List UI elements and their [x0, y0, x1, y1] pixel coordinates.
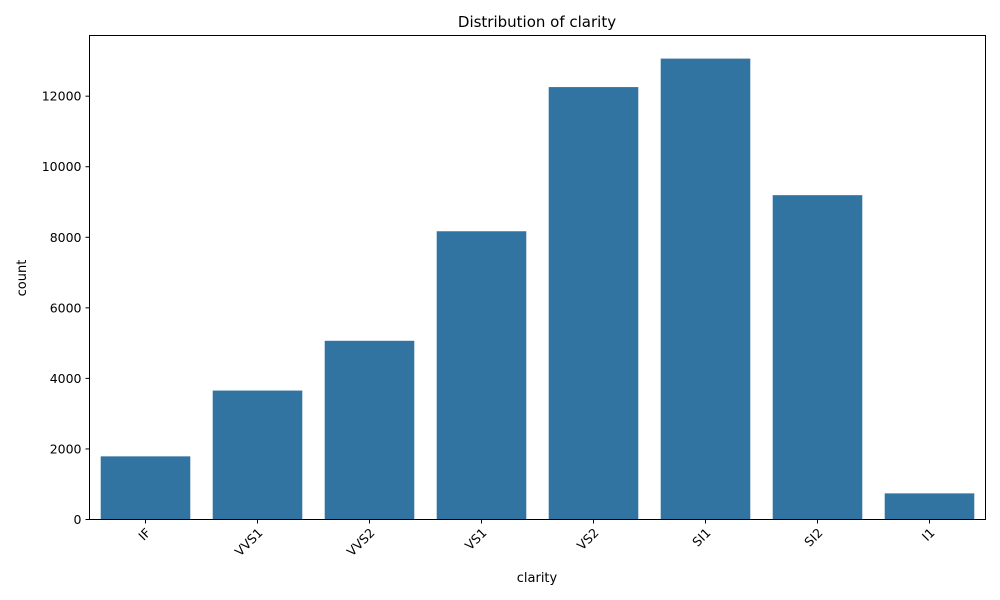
x-tick-label: VVS1 [232, 525, 266, 559]
plot-frame [89, 35, 986, 520]
y-tick-label: 0 [74, 512, 82, 527]
y-tick-label: 12000 [42, 89, 82, 104]
bar-si1 [660, 58, 751, 520]
y-tick-label: 6000 [50, 300, 82, 315]
y-tick-label: 10000 [42, 159, 82, 174]
bar-vvs2 [324, 340, 415, 520]
bar-vs1 [436, 231, 527, 520]
bar-si2 [772, 195, 863, 520]
x-tick-label: I1 [919, 525, 938, 544]
y-tick-label: 8000 [50, 230, 82, 245]
y-axis-ticks: 0 2000 4000 6000 8000 10000 12000 [42, 89, 90, 527]
x-axis-label: clarity [517, 571, 558, 586]
bar-if [100, 456, 191, 520]
x-tick-label: IF [135, 525, 153, 543]
x-tick-label: VS1 [462, 525, 490, 553]
x-tick-label: VS2 [574, 525, 602, 553]
x-tick-label: VVS2 [344, 525, 378, 559]
bars-group [100, 58, 975, 520]
bar-vs2 [548, 87, 639, 520]
y-axis-label: count [15, 260, 30, 297]
y-tick-label: 2000 [50, 441, 82, 456]
bar-i1 [884, 493, 975, 520]
x-axis-ticks: IF VVS1 VVS2 VS1 VS2 SI1 SI2 I1 [135, 519, 938, 559]
chart-title: Distribution of clarity [458, 13, 616, 31]
bar-vvs1 [212, 390, 303, 520]
x-tick-label: SI2 [801, 525, 825, 549]
y-tick-label: 4000 [50, 371, 82, 386]
x-tick-label: SI1 [689, 525, 713, 549]
